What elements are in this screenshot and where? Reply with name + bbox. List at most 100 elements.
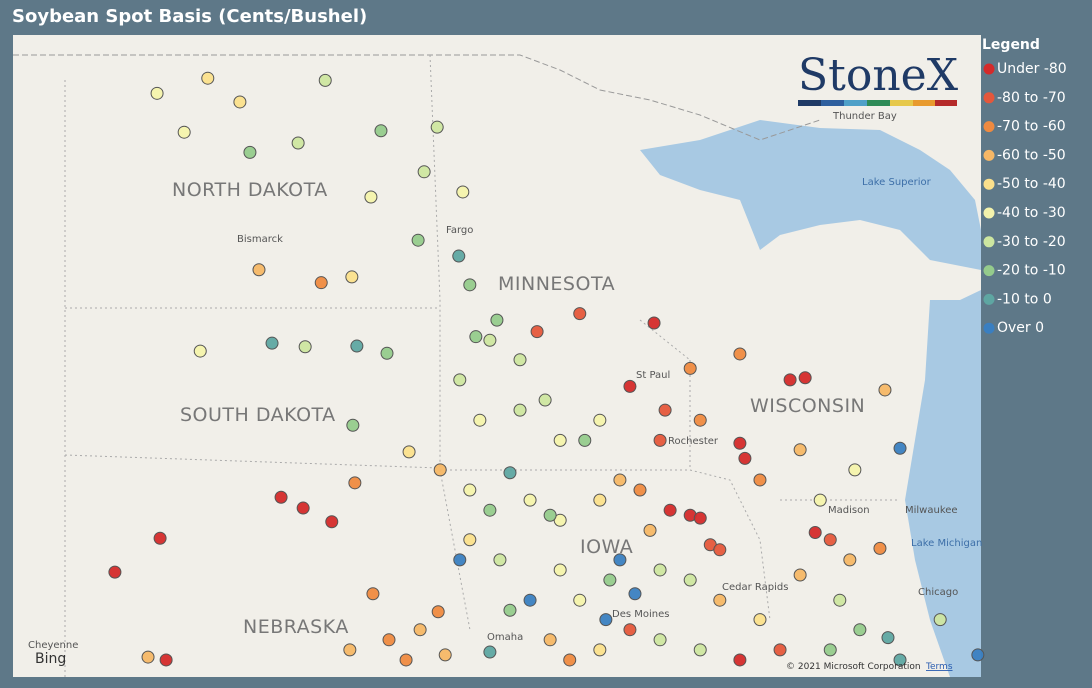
legend-label: -70 to -60	[997, 119, 1066, 135]
point	[613, 553, 627, 567]
point	[653, 563, 667, 577]
city-label: Thunder Bay	[832, 111, 897, 122]
point	[593, 413, 607, 427]
point	[808, 526, 822, 540]
point	[431, 605, 445, 619]
point	[733, 653, 747, 667]
copyright: © 2021 Microsoft Corporation	[786, 662, 921, 672]
point	[345, 270, 359, 284]
point	[296, 501, 310, 515]
point	[366, 587, 380, 601]
point	[713, 593, 727, 607]
point	[483, 645, 497, 659]
legend-marker	[983, 322, 995, 334]
point	[469, 330, 483, 344]
point	[713, 543, 727, 557]
point	[473, 413, 487, 427]
city-label: Madison	[828, 505, 870, 516]
point	[503, 603, 517, 617]
point	[523, 593, 537, 607]
state-label: IOWA	[580, 536, 633, 558]
legend-marker	[983, 207, 995, 219]
logo-stripe	[798, 100, 957, 106]
point	[653, 633, 667, 647]
point	[933, 613, 947, 627]
city-label: Fargo	[446, 225, 473, 236]
point	[153, 531, 167, 545]
point	[252, 263, 266, 277]
legend-marker	[983, 178, 995, 190]
point	[150, 86, 164, 100]
point	[653, 433, 667, 447]
terms-link[interactable]: Terms	[925, 662, 953, 672]
legend-title: Legend	[982, 37, 1040, 53]
legend-marker	[983, 236, 995, 248]
point	[274, 490, 288, 504]
state-label: NORTH DAKOTA	[172, 179, 328, 201]
point	[553, 563, 567, 577]
point	[553, 433, 567, 447]
point	[878, 383, 892, 397]
point	[823, 643, 837, 657]
point	[693, 511, 707, 525]
point	[893, 653, 907, 667]
point	[813, 493, 827, 507]
legend-marker	[983, 63, 995, 75]
point	[633, 483, 647, 497]
legend-label: -30 to -20	[997, 234, 1066, 250]
provider-label: Bing	[35, 651, 66, 667]
point	[456, 185, 470, 199]
point	[658, 403, 672, 417]
point	[873, 541, 887, 555]
point	[298, 340, 312, 354]
point	[833, 593, 847, 607]
lake-label: Lake Michigan	[911, 538, 982, 549]
point	[663, 503, 677, 517]
point	[350, 339, 364, 353]
point	[380, 346, 394, 360]
legend-label: -50 to -40	[997, 176, 1066, 192]
point	[578, 433, 592, 447]
point	[738, 451, 752, 465]
city-label: Des Moines	[612, 609, 669, 620]
point	[753, 613, 767, 627]
city-label: Cedar Rapids	[722, 582, 788, 593]
point	[543, 508, 557, 522]
point	[159, 653, 173, 667]
point	[693, 413, 707, 427]
point	[233, 95, 247, 109]
city-label: Omaha	[487, 632, 523, 643]
point	[177, 125, 191, 139]
point	[193, 344, 207, 358]
point	[364, 190, 378, 204]
point	[733, 436, 747, 450]
point	[463, 533, 477, 547]
point	[399, 653, 413, 667]
point	[402, 445, 416, 459]
point	[623, 379, 637, 393]
point	[318, 73, 332, 87]
point	[823, 533, 837, 547]
point	[538, 393, 552, 407]
point	[853, 623, 867, 637]
point	[593, 643, 607, 657]
lake-label: Lake Superior	[862, 177, 932, 188]
point	[643, 523, 657, 537]
points	[108, 71, 985, 667]
point	[513, 353, 527, 367]
state-label: WISCONSIN	[750, 395, 865, 417]
city-label: Rochester	[668, 436, 719, 447]
point	[623, 623, 637, 637]
point	[343, 643, 357, 657]
point	[628, 587, 642, 601]
point	[798, 371, 812, 385]
point	[613, 473, 627, 487]
lake-michigan-shape	[905, 290, 981, 677]
point	[881, 631, 895, 645]
point	[603, 573, 617, 587]
legend-marker	[983, 121, 995, 133]
point	[683, 573, 697, 587]
point	[433, 463, 447, 477]
point	[453, 373, 467, 387]
city-label: Chicago	[918, 587, 958, 598]
